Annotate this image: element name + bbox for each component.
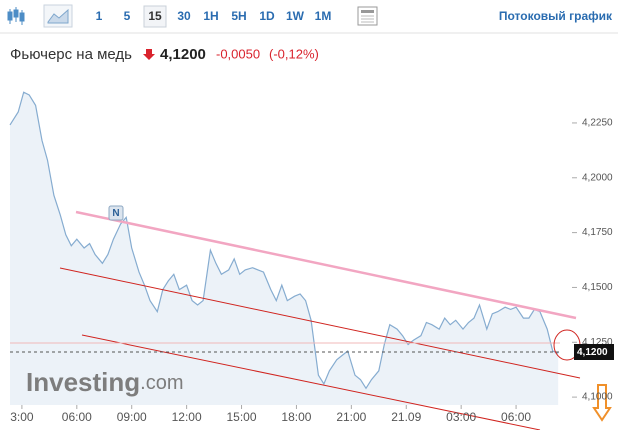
change-percent: (-0,12%) xyxy=(269,46,319,61)
stream-link[interactable]: Потоковый график xyxy=(499,9,613,23)
x-tick-label: 06:00 xyxy=(501,410,531,424)
x-tick-label: 06:00 xyxy=(62,410,92,424)
y-tick-label: 4,1750 xyxy=(582,227,613,238)
price-line xyxy=(9,91,559,390)
interval-button[interactable]: 1 xyxy=(96,9,103,23)
x-tick-label: 09:00 xyxy=(117,410,147,424)
y-tick-label: 4,1000 xyxy=(582,392,613,403)
interval-button[interactable]: 1M xyxy=(315,9,332,23)
scroll-arrow[interactable] xyxy=(592,384,612,422)
x-tick-label: 18:00 xyxy=(281,410,311,424)
interval-button[interactable]: 1D xyxy=(259,9,275,23)
trend-line xyxy=(81,334,541,431)
instrument-name: Фьючерс на медь xyxy=(10,46,132,63)
interval-button[interactable]: 5H xyxy=(231,9,246,23)
news-marker[interactable]: N xyxy=(108,205,124,221)
x-tick-label: 21.09 xyxy=(391,410,421,424)
interval-button[interactable]: 5 xyxy=(124,9,131,23)
interval-button[interactable]: 1W xyxy=(286,9,305,23)
change: -0,0050 xyxy=(216,46,260,61)
area-icon[interactable] xyxy=(43,4,73,28)
y-tick-label: 4,2250 xyxy=(582,118,613,129)
y-tick-label: 4,2000 xyxy=(582,172,613,183)
x-tick-label: 21:00 xyxy=(336,410,366,424)
plot: Investing.com xyxy=(9,91,559,405)
x-tick-label: 3:00 xyxy=(10,410,34,424)
trend-line xyxy=(59,267,581,379)
last-price-label: 4,1200 xyxy=(577,347,608,358)
x-tick-label: 15:00 xyxy=(227,410,257,424)
watermark-suffix: .com xyxy=(140,372,183,394)
x-tick-label: 03:00 xyxy=(446,410,476,424)
interval-button[interactable]: 1H xyxy=(203,9,218,23)
svg-text:N: N xyxy=(112,208,119,219)
y-tick-label: 4,1500 xyxy=(582,282,613,293)
interval-button[interactable]: 15 xyxy=(148,9,162,23)
trend-line xyxy=(75,210,577,320)
watermark-main: Investing xyxy=(26,367,140,397)
price: 4,1200 xyxy=(160,46,206,63)
y-tick-label: 4,1250 xyxy=(582,337,613,348)
interval-button[interactable]: 30 xyxy=(177,9,191,23)
selected-interval-box xyxy=(143,5,167,28)
x-tick-label: 12:00 xyxy=(172,410,202,424)
watermark: Investing.com xyxy=(26,367,183,397)
candle-icon[interactable] xyxy=(7,7,25,25)
settings-icon[interactable] xyxy=(357,6,378,26)
area-fill xyxy=(10,92,559,405)
last-price-box xyxy=(574,344,614,360)
down-arrow xyxy=(143,49,155,60)
